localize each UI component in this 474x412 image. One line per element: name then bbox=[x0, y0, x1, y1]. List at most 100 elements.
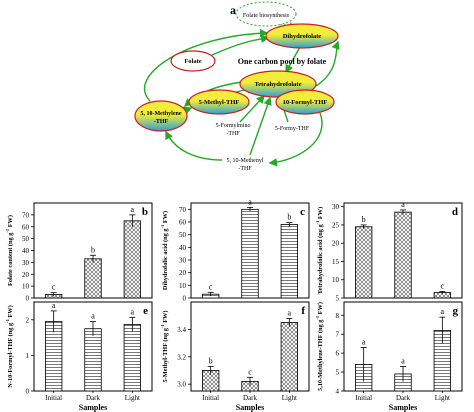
y-tick-label: 15 bbox=[332, 258, 340, 266]
category-label: Light bbox=[282, 394, 297, 402]
methyl-thf-node bbox=[188, 89, 250, 115]
y-axis-label: Folate content (ng g-1 FW) bbox=[5, 215, 14, 286]
bar-light bbox=[123, 324, 141, 392]
formimino-thf-label-1: 5-Formylmino bbox=[215, 123, 250, 129]
y-tick-label: 30 bbox=[332, 203, 340, 211]
significance-letter: a bbox=[91, 312, 95, 321]
bar-light bbox=[123, 220, 141, 299]
dihydrofolate-node bbox=[265, 23, 339, 49]
formyl-thf-node bbox=[275, 89, 335, 115]
significance-letter: a bbox=[288, 308, 292, 317]
arrow-formyl-methenyl bbox=[268, 112, 323, 167]
y-tick-label: 40 bbox=[179, 244, 187, 252]
y-tick-label: 3.0 bbox=[177, 381, 186, 389]
panel-letter: b bbox=[142, 206, 148, 218]
y-axis-label: Dihydrofolic acid (ng g-1 FW) bbox=[160, 211, 169, 290]
folate-label: Folate bbox=[184, 58, 201, 65]
folate-biosynthesis-label: Folate biosynthesis bbox=[243, 13, 290, 19]
category-label: Dark bbox=[86, 394, 100, 402]
y-axis-label-exponent: -1 bbox=[315, 220, 320, 224]
y-tick-label: 20 bbox=[22, 271, 30, 279]
y-tick-label: 0 bbox=[26, 388, 30, 396]
chart-panel-d: d 5 10 15 20 25 30 Tetrahydrofolic acid (ng g-1… bbox=[315, 200, 463, 303]
y-tick-label: 5 bbox=[336, 369, 340, 377]
arrow-methylene-dihydrofolate bbox=[143, 28, 269, 102]
methylene-thf-node bbox=[134, 100, 188, 132]
y-tick-label: 2 bbox=[26, 316, 30, 324]
x-axis-label: Samples bbox=[79, 403, 107, 412]
panel-a-label: a bbox=[230, 3, 236, 17]
y-axis-label-unit: FW) bbox=[162, 311, 169, 325]
y-tick-label: 20 bbox=[332, 240, 340, 248]
diagram-title: One carbon pool by folate bbox=[238, 57, 327, 66]
category-label: Dark bbox=[243, 394, 257, 402]
y-tick-label: 70 bbox=[179, 206, 187, 214]
y-axis-label-unit: FW) bbox=[7, 305, 14, 319]
arrow-tetrahydrofolate-loop bbox=[315, 40, 340, 87]
category-label: Light bbox=[125, 394, 140, 402]
panel-letter: d bbox=[452, 206, 458, 218]
significance-letter: a bbox=[401, 200, 405, 209]
y-axis-label-unit: FW) bbox=[162, 211, 169, 225]
chart-panel-g: g 4 5 6 7 8 5,10-Methylene-THF (ng g-1 FW) a Ini… bbox=[315, 301, 463, 412]
significance-letter: a bbox=[441, 307, 445, 316]
bar-dark bbox=[241, 208, 259, 299]
category-label: Initial bbox=[355, 394, 372, 402]
y-axis-label-exponent: -1 bbox=[160, 224, 165, 228]
y-axis-label-unit: FW) bbox=[7, 215, 14, 229]
significance-letter: a bbox=[52, 301, 56, 310]
significance-letter: c bbox=[441, 281, 445, 290]
arrow-methylene-methyl bbox=[182, 106, 193, 115]
methylene-thf-label-2: -THF bbox=[154, 119, 169, 125]
y-axis-label-main: Tetrahydrofolic acid (ng g bbox=[317, 224, 324, 295]
methenyl-thf-label-1: 5, 10-Methenyl bbox=[227, 158, 264, 164]
bar-initial bbox=[355, 226, 373, 299]
y-axis-label-unit: FW) bbox=[317, 302, 324, 316]
significance-letter: c bbox=[52, 283, 56, 292]
y-axis-label-main: Dihydrofolic acid (ng g bbox=[162, 228, 169, 290]
y-tick-label: 10 bbox=[22, 283, 30, 291]
significance-letter: a bbox=[131, 307, 135, 316]
y-tick-label: 10 bbox=[332, 276, 340, 284]
bar-light bbox=[280, 322, 298, 392]
y-axis-label: Tetrahydrofolic acid (ng g-1 FW) bbox=[315, 207, 324, 294]
formyl-thf-label: 10-Formyl-THF bbox=[283, 99, 328, 106]
panel-letter: c bbox=[300, 206, 305, 218]
y-axis-label-exponent: -1 bbox=[5, 228, 10, 232]
x-axis-label: Samples bbox=[389, 403, 417, 412]
bar-dark bbox=[84, 258, 102, 299]
y-tick-label: 8 bbox=[336, 312, 340, 320]
significance-letter: b bbox=[362, 215, 366, 224]
arrow-methenyl-methylene bbox=[165, 130, 223, 161]
folate-pathway-diagram: a Folate biosynthesis Dihydrofolate Fola… bbox=[134, 1, 340, 172]
y-axis-label-main: 5-Methyl-THF (ng g bbox=[162, 327, 169, 382]
panel-letter: f bbox=[301, 305, 305, 317]
dihydrofolate-label: Dihydrofolate bbox=[283, 33, 322, 40]
y-axis-label: 5,10-Methylene-THF (ng g-1 FW) bbox=[315, 302, 324, 391]
significance-letter: a bbox=[362, 337, 366, 346]
significance-letter: b bbox=[209, 356, 213, 365]
arrow-dihydrofolate-tetrahydrofolate bbox=[285, 46, 301, 74]
arrow-formimino-tetrahydrofolate bbox=[239, 94, 265, 123]
y-axis-label: N-10-Formyl-THF (ng g-1 FW) bbox=[5, 305, 14, 387]
y-axis-label-main: Folate content (ng g bbox=[7, 232, 14, 286]
x-axis-label: Samples bbox=[236, 403, 264, 412]
y-tick-label: 3.2 bbox=[177, 353, 186, 361]
category-label: Light bbox=[435, 394, 450, 402]
y-axis-label-main: N-10-Formyl-THF (ng g bbox=[7, 322, 14, 388]
significance-letter: b bbox=[91, 245, 95, 254]
y-tick-label: 0 bbox=[183, 295, 187, 303]
y-tick-label: 30 bbox=[22, 259, 30, 267]
bar-dark bbox=[84, 328, 102, 392]
methylene-thf-label-1: 5, 10-Methylene bbox=[141, 111, 182, 117]
y-axis-label-exponent: -1 bbox=[315, 315, 320, 319]
chart-panel-b: b 0 10 20 30 40 50 60 70 Folate content (ng g-1 F… bbox=[5, 202, 153, 303]
y-tick-label: 60 bbox=[22, 223, 30, 231]
y-tick-label: 60 bbox=[179, 219, 187, 227]
chart-panel-c: c 0 10 20 30 40 50 60 70 Dihydrofolic acid (ng g-… bbox=[160, 197, 310, 303]
panel-letter: e bbox=[143, 305, 148, 317]
y-tick-label: 70 bbox=[22, 211, 30, 219]
y-tick-label: 0 bbox=[26, 295, 30, 303]
